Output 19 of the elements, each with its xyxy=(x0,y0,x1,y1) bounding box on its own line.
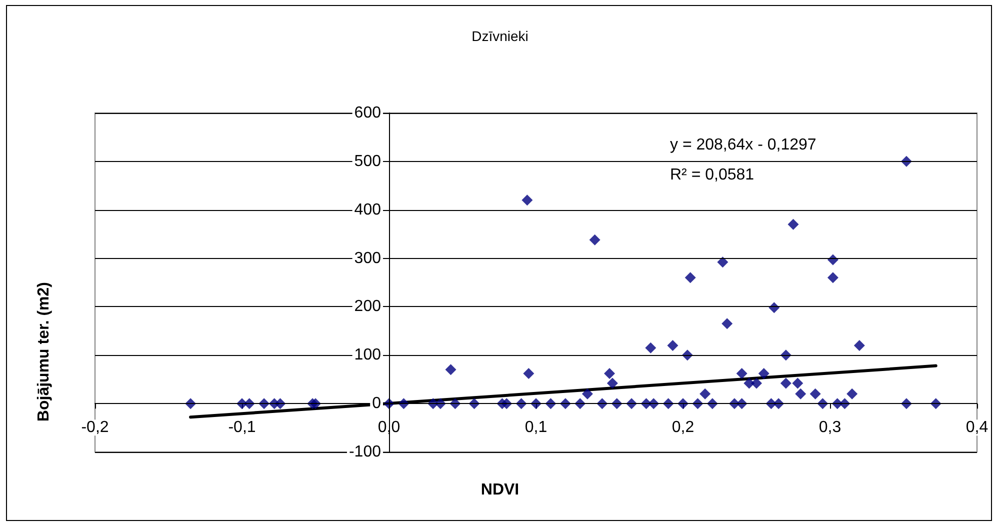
y-tick-label: 300 xyxy=(354,250,382,267)
x-tick-label: -0,2 xyxy=(81,419,109,436)
x-tick-label: 0,3 xyxy=(818,419,842,436)
chart-title: Dzīvnieki xyxy=(472,28,528,44)
x-tick-label: -0,1 xyxy=(228,419,256,436)
y-tick-label: 500 xyxy=(354,152,382,170)
y-tick-label: 100 xyxy=(354,346,382,364)
y-tick-label: 600 xyxy=(354,104,382,122)
annotation: R² = 0,0581 xyxy=(670,166,754,184)
x-tick-label: 0,4 xyxy=(966,419,988,436)
y-axis-title: Bojājumu ter. (m2) xyxy=(36,282,52,422)
y-tick-label: 0 xyxy=(372,395,382,412)
y-tick-label: 200 xyxy=(354,298,382,316)
y-tick-label: 400 xyxy=(354,201,382,218)
x-tick-label: 0,2 xyxy=(672,419,694,436)
annotation: y = 208,64x - 0,1297 xyxy=(670,136,816,154)
x-tick-label: 0,1 xyxy=(524,419,548,436)
y-tick-label: -100 xyxy=(348,444,382,460)
x-axis-title: NDVI xyxy=(480,482,520,498)
